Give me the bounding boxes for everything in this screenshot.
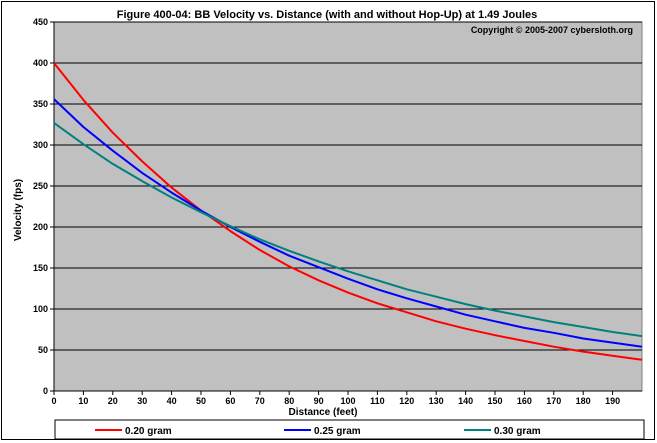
x-tick-label: 20	[108, 396, 118, 406]
x-tick-label: 30	[137, 396, 147, 406]
x-tick-label: 40	[167, 396, 177, 406]
series-layer	[53, 62, 643, 361]
series-line	[53, 62, 643, 361]
y-tick-label: 450	[33, 17, 48, 27]
plot-area	[53, 21, 643, 392]
x-tick-label: 50	[196, 396, 206, 406]
x-tick-label: 140	[458, 396, 473, 406]
legend	[54, 419, 645, 440]
y-tick-label: 100	[33, 304, 48, 314]
x-tick-label: 80	[284, 396, 294, 406]
x-tick-label: 180	[576, 396, 591, 406]
x-tick-label: 10	[78, 396, 88, 406]
x-axis-label: Distance (feet)	[289, 407, 358, 418]
y-tick-label: 300	[33, 140, 48, 150]
x-tick-label: 60	[225, 396, 235, 406]
y-tick-label: 250	[33, 181, 48, 191]
x-tick-label: 110	[370, 396, 385, 406]
y-axis-ticks: 0 50 100 150 200 250 300 350 400 450	[33, 17, 54, 396]
x-tick-label: 150	[487, 396, 502, 406]
x-tick-label: 160	[517, 396, 532, 406]
legend-items: 0.20 gram 0.25 gram 0.30 gram	[95, 426, 541, 437]
x-tick-label: 130	[429, 396, 444, 406]
legend-label: 0.25 gram	[314, 426, 361, 437]
y-axis-label: Velocity (fps)	[13, 179, 24, 241]
series-line	[53, 122, 643, 338]
y-tick-label: 0	[43, 386, 48, 396]
y-tick-label: 400	[33, 58, 48, 68]
chart-title: Figure 400-04: BB Velocity vs. Distance …	[117, 9, 538, 21]
x-tick-label: 170	[546, 396, 561, 406]
y-tick-label: 200	[33, 222, 48, 232]
x-axis-ticks: 0 10 20 30 40 50 60 70 80 90 100 110 120 130 140 150 160…	[51, 391, 620, 406]
legend-label: 0.30 gram	[494, 426, 541, 437]
x-tick-label: 90	[314, 396, 324, 406]
y-tick-label: 150	[33, 263, 48, 273]
legend-label: 0.20 gram	[125, 426, 172, 437]
x-tick-label: 100	[340, 396, 355, 406]
x-tick-label: 120	[399, 396, 414, 406]
y-tick-label: 50	[38, 345, 48, 355]
x-tick-label: 70	[255, 396, 265, 406]
gridlines	[53, 21, 642, 392]
x-tick-label: 0	[51, 396, 56, 406]
y-tick-label: 350	[33, 99, 48, 109]
x-tick-label: 190	[605, 396, 620, 406]
copyright-note: Copyright © 2005-2007 cybersloth.org	[471, 25, 633, 35]
series-line	[53, 98, 643, 348]
